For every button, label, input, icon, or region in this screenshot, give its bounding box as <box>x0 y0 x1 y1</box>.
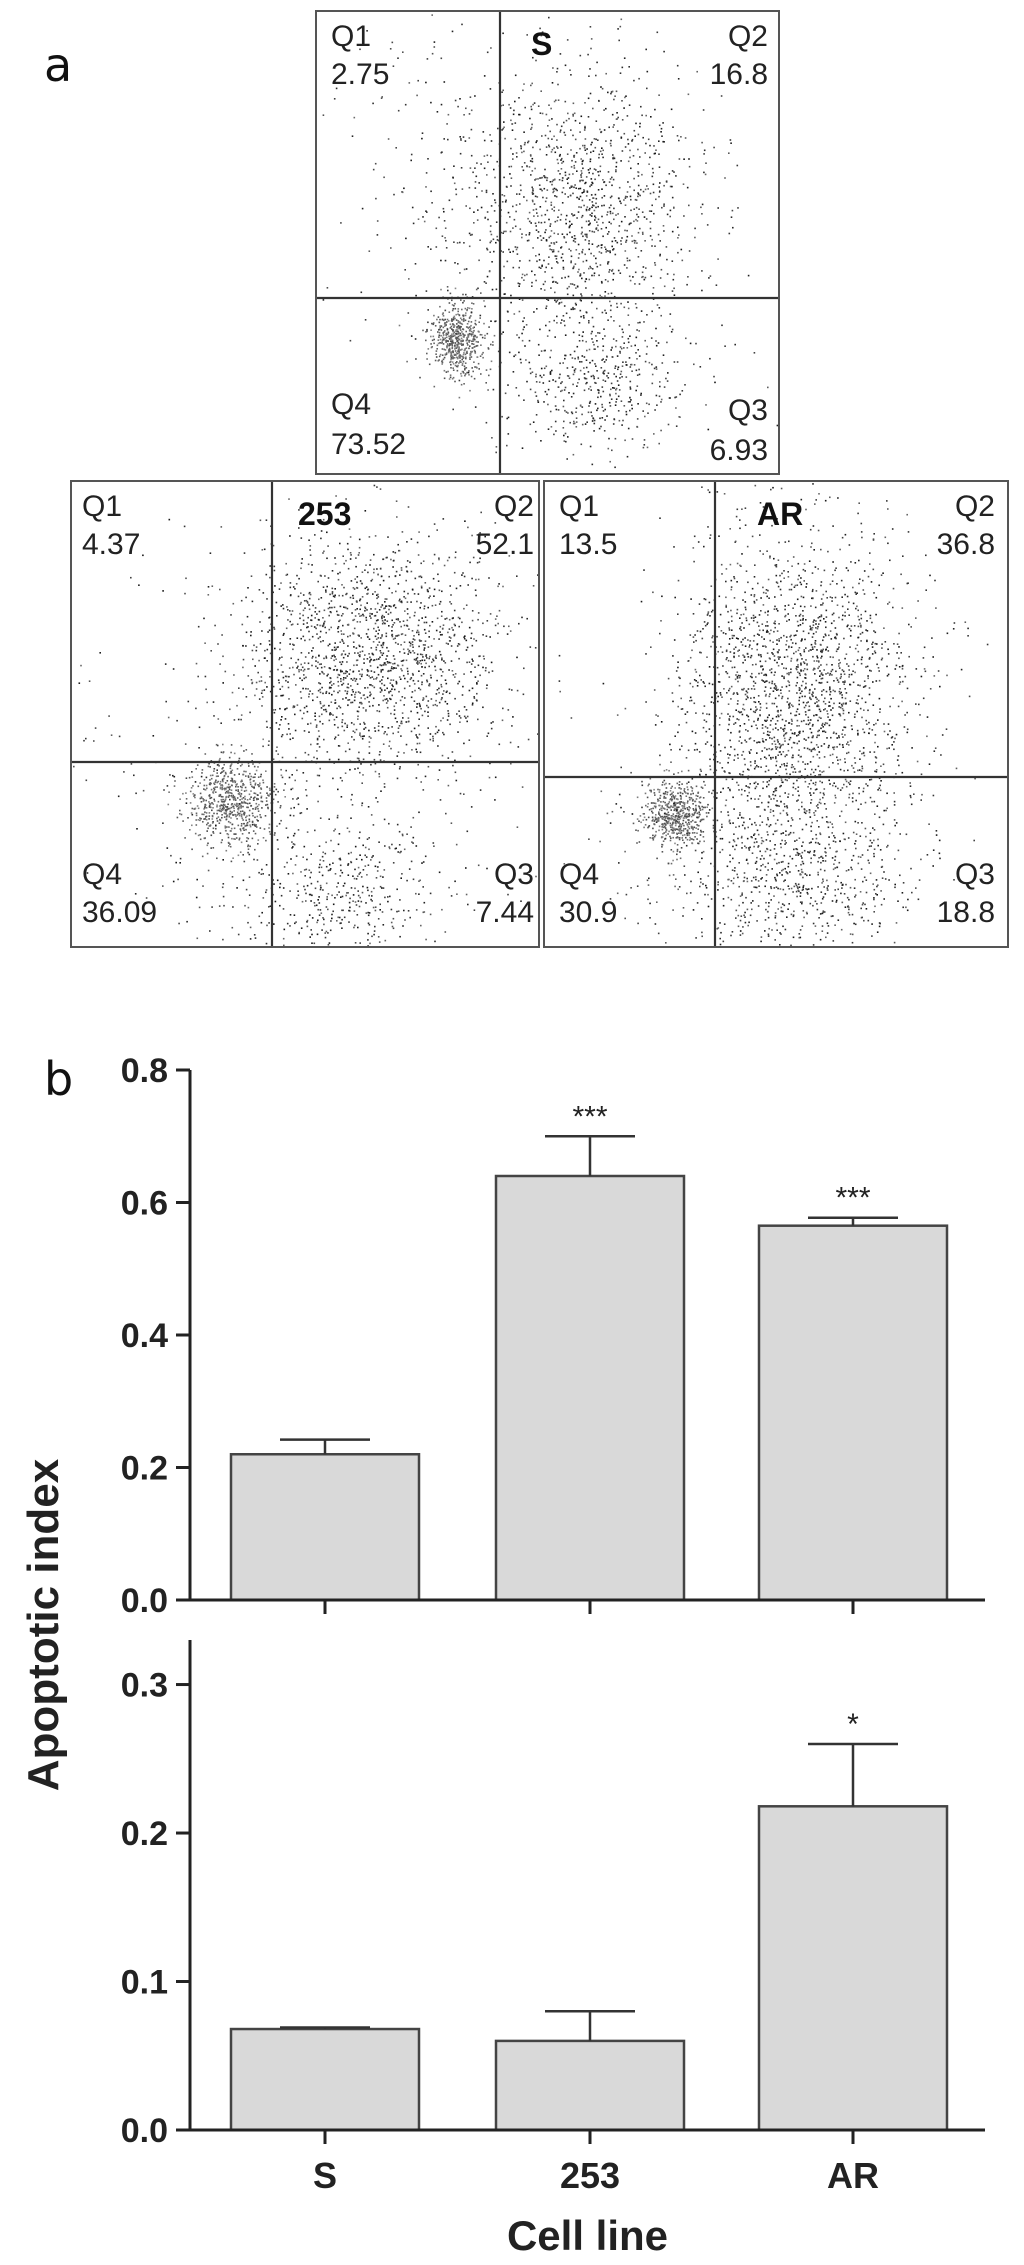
q3-label: Q3 <box>954 858 995 891</box>
flow-title: S <box>531 26 553 62</box>
bar-ar <box>757 1224 949 1602</box>
bar-253 <box>494 2039 686 2132</box>
q2-label: Q2 <box>954 490 995 523</box>
y-tick-label: 0.2 <box>121 1450 168 1488</box>
x-tick-label: S <box>313 2155 337 2196</box>
bar-ar <box>757 1805 949 2132</box>
bar-s <box>229 2027 421 2132</box>
q2-value: 52.1 <box>475 528 534 561</box>
x-axis-title: Cell line <box>507 2212 668 2259</box>
y-tick-label: 0.3 <box>121 1667 168 1705</box>
panel-label-a: a <box>44 38 73 92</box>
q2-label: Q2 <box>493 490 534 523</box>
q1-label: Q1 <box>559 490 600 523</box>
q1-label: Q1 <box>331 20 372 53</box>
q1-value: 13.5 <box>559 528 618 561</box>
q1-value: 4.37 <box>82 528 141 561</box>
scatter-dots <box>558 483 989 946</box>
bar-253 <box>494 1174 686 1602</box>
q3-label: Q3 <box>493 858 534 891</box>
significance-marker: *** <box>572 1100 607 1133</box>
x-tick-label: AR <box>827 2155 879 2196</box>
q3-value: 7.44 <box>475 896 534 929</box>
y-tick-label: 0.0 <box>121 2112 168 2150</box>
flow-plot-ar: Q1 13.5 AR Q2 36.8 Q4 30.9 Q3 18.8 <box>543 480 1009 948</box>
scatter-area <box>317 12 778 473</box>
scatter-dots <box>322 14 778 469</box>
q4-label: Q4 <box>331 388 372 421</box>
y-tick-label: 0.8 <box>121 1052 168 1090</box>
panel-label-b: b <box>44 1052 74 1106</box>
q4-label: Q4 <box>82 858 123 891</box>
y-tick-label: 0.4 <box>121 1317 168 1355</box>
significance-marker: *** <box>835 1182 870 1215</box>
q4-value: 30.9 <box>559 896 618 929</box>
q3-value: 18.8 <box>936 896 995 929</box>
scatter-area <box>545 482 1007 946</box>
q3-value: 6.93 <box>709 434 768 467</box>
q1-label: Q1 <box>82 490 123 523</box>
q1-value: 2.75 <box>331 58 390 91</box>
y-tick-label: 0.0 <box>121 1582 168 1620</box>
scatter-area <box>72 482 538 946</box>
x-tick-label: 253 <box>560 2155 620 2196</box>
q4-value: 73.52 <box>331 428 407 461</box>
bar-s <box>229 1453 421 1602</box>
q2-value: 36.8 <box>936 528 995 561</box>
y-tick-label: 0.1 <box>121 1964 168 2002</box>
flow-title: 253 <box>298 496 352 532</box>
bar-charts: 0.0 0.2 0.4 0.6 0.8 *** *** 0.0 0.1 0.2 0.3 * S 253 AR… <box>19 1052 985 2259</box>
q4-value: 36.09 <box>82 896 158 929</box>
y-axis-title: Apoptotic index <box>19 1458 68 1791</box>
scatter-dots <box>73 484 538 946</box>
significance-marker: * <box>847 1708 859 1741</box>
flow-plot-s: Q1 2.75 S Q2 16.8 Q4 73.52 Q3 6.93 <box>315 10 780 475</box>
q2-value: 16.8 <box>709 58 768 91</box>
q4-label: Q4 <box>559 858 600 891</box>
flow-plot-253: Q1 4.37 253 Q2 52.1 Q4 36.09 Q3 7.44 <box>70 480 540 948</box>
q3-label: Q3 <box>727 394 768 427</box>
q2-label: Q2 <box>727 20 768 53</box>
y-tick-label: 0.6 <box>121 1185 168 1223</box>
y-tick-label: 0.2 <box>121 1815 168 1853</box>
flow-title: AR <box>757 496 804 532</box>
